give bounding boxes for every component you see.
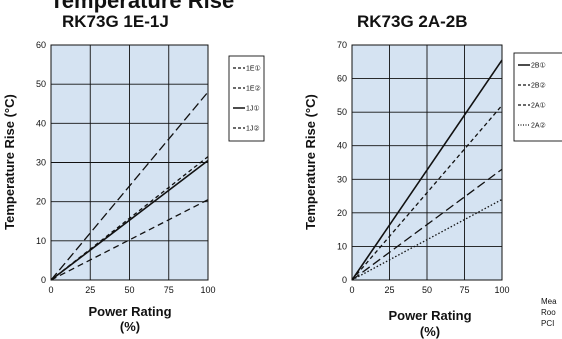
x-tick-label: 50 (124, 285, 134, 295)
chart-2: 0 25 50 75 100 0 10 20 30 40 50 60 70 Temperature Ris… (303, 40, 562, 339)
page-title: Temperature Rise (50, 0, 235, 13)
series-line (351, 168, 503, 281)
x-tick-label: 50 (422, 285, 432, 295)
y-tick-label: 50 (337, 107, 347, 117)
legend-box (228, 55, 265, 142)
chart-1: 0 25 50 75 100 0 10 20 30 40 50 60 Temperature Rise … (2, 40, 265, 334)
y-tick-label: 50 (36, 79, 46, 89)
note-line: PCI (541, 319, 555, 328)
series-line (351, 105, 503, 281)
y-tick-label: 20 (36, 197, 46, 207)
y-tick-label: 60 (36, 40, 46, 50)
x-tick-label: 25 (85, 285, 95, 295)
y-tick-label: 40 (337, 141, 347, 151)
series-line (50, 156, 209, 281)
note-line: Roo (541, 308, 556, 317)
legend-label: 1J① (246, 105, 260, 113)
legend: 2B① 2B② 2A① 2A② (513, 52, 562, 142)
x-axis-unit: (%) (420, 324, 440, 339)
chart-title-1: RK73G 1E-1J (62, 12, 169, 31)
x-axis-label: Power Rating (388, 308, 471, 323)
x-tick-label: 0 (48, 285, 53, 295)
legend-label: 1E① (246, 65, 261, 73)
y-tick-label: 20 (337, 208, 347, 218)
note-line: Mea (541, 297, 557, 306)
y-tick-label: 70 (337, 40, 347, 50)
x-tick-label: 75 (459, 285, 469, 295)
series-line (50, 159, 209, 281)
y-tick-label: 0 (41, 275, 46, 285)
legend-label: 2B① (531, 62, 546, 70)
y-tick-label: 60 (337, 74, 347, 84)
x-tick-label: 0 (349, 285, 354, 295)
y-tick-label: 10 (36, 236, 46, 246)
y-tick-label: 40 (36, 118, 46, 128)
series-line (351, 59, 503, 281)
x-tick-label: 100 (494, 285, 509, 295)
note-text: Mea Roo PCI (541, 296, 557, 329)
y-tick-label: 30 (36, 158, 46, 168)
legend-label: 2A① (531, 102, 546, 110)
legend-box (513, 52, 562, 142)
legend-label: 2B② (531, 82, 546, 90)
legend: 1E① 1E② 1J① 1J② (228, 55, 265, 142)
x-axis-unit: (%) (120, 319, 140, 334)
x-tick-label: 75 (164, 285, 174, 295)
legend-label: 2A② (531, 122, 546, 130)
y-axis-label: Temperature Rise (°C) (303, 94, 318, 230)
chart-title-2: RK73G 2A-2B (357, 12, 468, 31)
y-tick-label: 30 (337, 174, 347, 184)
series-line (351, 198, 503, 281)
y-tick-label: 0 (342, 275, 347, 285)
legend-label: 1E② (246, 85, 261, 93)
x-tick-label: 25 (384, 285, 394, 295)
y-tick-label: 10 (337, 241, 347, 251)
x-axis-label: Power Rating (88, 304, 171, 319)
x-tick-label: 100 (200, 285, 215, 295)
legend-label: 1J② (246, 125, 260, 133)
y-axis-label: Temperature Rise (°C) (2, 94, 17, 230)
series-line (50, 91, 209, 281)
